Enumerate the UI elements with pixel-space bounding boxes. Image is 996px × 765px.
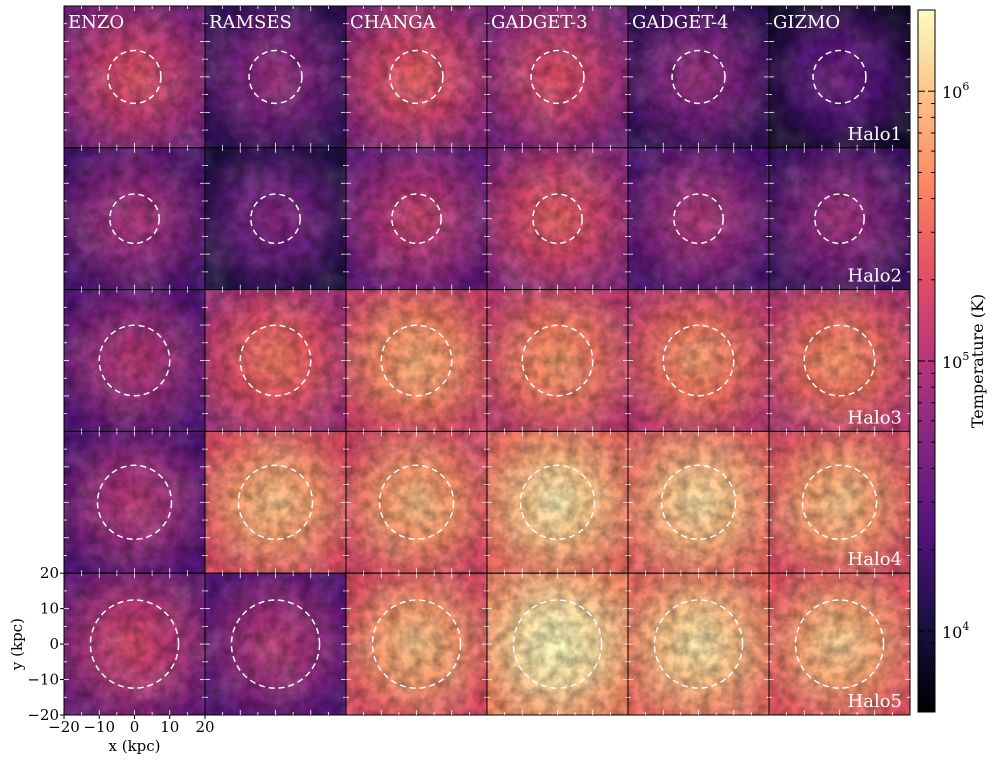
temperature-panel (204, 572, 347, 716)
virial-radius-circle (248, 49, 303, 105)
virial-radius-circle (794, 599, 885, 689)
temperature-panel (345, 289, 488, 432)
colorbar-tick-label: 104 (942, 620, 969, 642)
code-label: GIZMO (773, 12, 840, 33)
virial-radius-circle (812, 49, 867, 105)
temperature-panel (486, 147, 629, 291)
temperature-panel (345, 5, 488, 149)
virial-radius-circle (389, 49, 444, 105)
temperature-panel (627, 147, 770, 291)
colorbar-label: Temperature (K) (968, 294, 987, 428)
virial-radius-circle (89, 599, 180, 689)
virial-radius-circle (380, 324, 453, 397)
temperature-panel (345, 572, 488, 716)
temperature-panel (204, 147, 347, 291)
code-label: RAMSES (209, 12, 292, 33)
y-tick-label: 0 (49, 635, 59, 653)
virial-radius-circle (519, 464, 596, 541)
temperature-panel (345, 430, 488, 574)
temperature-panel (63, 289, 206, 432)
temperature-panel (627, 572, 770, 716)
temperature-panel (204, 430, 347, 574)
temperature-panel (768, 5, 911, 149)
temperature-panel (204, 5, 347, 149)
temperature-panel (63, 430, 206, 574)
virial-radius-circle (673, 193, 724, 245)
virial-radius-circle (230, 599, 321, 689)
virial-radius-circle (801, 464, 878, 541)
y-tick-label: −10 (27, 671, 59, 689)
temperature-panel (345, 147, 488, 291)
virial-radius-circle (96, 464, 173, 541)
temperature-panel (63, 147, 206, 291)
x-tick-label: 20 (195, 718, 214, 736)
temperature-panel (627, 5, 770, 149)
temperature-panel (768, 572, 911, 716)
virial-radius-circle (530, 49, 585, 105)
temperature-panel (627, 289, 770, 432)
x-tick-label: 10 (160, 718, 179, 736)
temperature-panel (486, 5, 629, 149)
virial-radius-circle (250, 193, 301, 245)
temperature-panel (486, 572, 629, 716)
virial-radius-circle (660, 464, 737, 541)
colorbar-tick-label: 106 (942, 80, 969, 102)
virial-radius-circle (512, 599, 603, 689)
temperature-panel (486, 430, 629, 574)
virial-radius-circle (653, 599, 744, 689)
colorbar: 106 105 104 Temperature (K) (917, 9, 987, 713)
halo-label: Halo1 (848, 124, 902, 145)
y-tick-label: −20 (27, 706, 59, 724)
virial-radius-circle (378, 464, 455, 541)
x-axis-label: x (kpc) (108, 737, 160, 755)
virial-radius-circle (671, 49, 726, 105)
x-tick-label: −20 (48, 718, 80, 736)
code-label: ENZO (68, 12, 124, 33)
temperature-panel (63, 5, 206, 149)
virial-radius-circle (239, 324, 312, 397)
code-label: GADGET-3 (491, 12, 588, 33)
x-tick-label: 0 (130, 718, 140, 736)
halo-label: Halo3 (848, 407, 902, 428)
virial-radius-circle (237, 464, 314, 541)
halo-label: Halo5 (848, 691, 902, 712)
temperature-panel (768, 147, 911, 291)
panel-grid: ENZO RAMSES CHANGA GADGET-3 GADGET-4 GIZMO Hal… (63, 5, 911, 716)
halo-label: Halo4 (848, 549, 902, 570)
halo-label: Halo2 (848, 266, 902, 287)
temperature-panel (627, 430, 770, 574)
code-label: CHANGA (350, 12, 437, 33)
x-tick-label: −10 (83, 718, 115, 736)
temperature-panel (204, 289, 347, 432)
virial-radius-circle (814, 193, 865, 245)
virial-radius-circle (109, 193, 160, 245)
virial-radius-circle (662, 324, 735, 397)
code-label: GADGET-4 (632, 12, 729, 33)
virial-radius-circle (803, 324, 876, 397)
virial-radius-circle (371, 599, 462, 689)
virial-radius-circle (98, 324, 171, 397)
temperature-panel (63, 572, 206, 716)
y-axis-label: y (kpc) (8, 618, 26, 671)
y-tick-label: 10 (40, 600, 59, 618)
temperature-panel (486, 289, 629, 432)
y-tick-label: 20 (40, 564, 59, 582)
virial-radius-circle (521, 324, 594, 397)
virial-radius-circle (532, 193, 583, 245)
colorbar-tick-label: 105 (942, 350, 969, 372)
temperature-panel (768, 289, 911, 432)
virial-radius-circle (107, 49, 162, 105)
virial-radius-circle (391, 193, 442, 245)
temperature-panel (768, 430, 911, 574)
